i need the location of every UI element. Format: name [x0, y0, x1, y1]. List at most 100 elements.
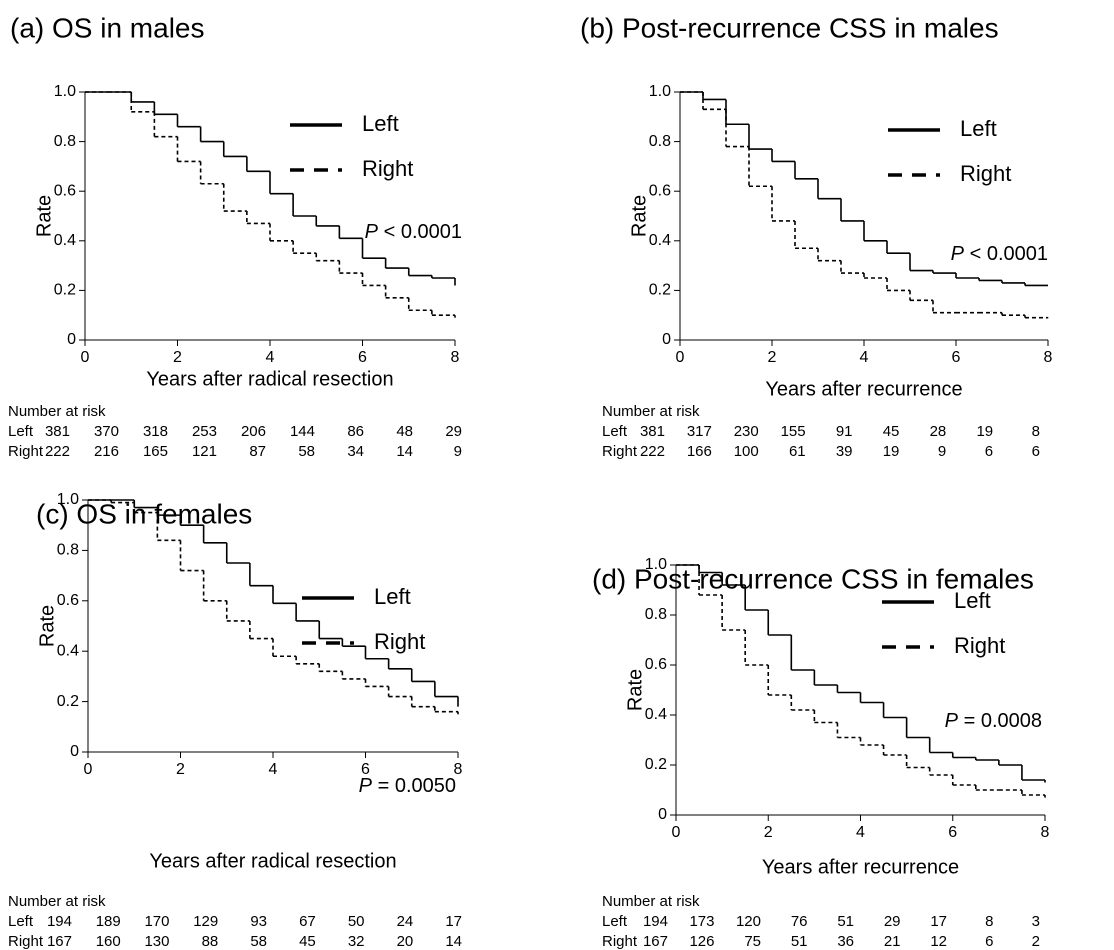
x-tick-label: 2 — [176, 761, 185, 778]
p-value: P = 0.0050 — [359, 775, 456, 797]
risk-row-label: Right — [602, 443, 638, 460]
risk-count: 318 — [143, 423, 168, 440]
y-tick-label: 1.0 — [649, 83, 671, 100]
x-tick-label: 0 — [81, 349, 90, 366]
legend-label: Right — [954, 633, 1005, 658]
risk-row-label: Right — [8, 933, 44, 950]
x-tick-label: 8 — [1044, 349, 1053, 366]
risk-count: 100 — [734, 443, 759, 460]
risk-count: 222 — [640, 443, 665, 460]
p-value: P < 0.0001 — [365, 221, 462, 243]
km-step-drop — [698, 565, 1046, 798]
p-label: P — [359, 775, 373, 797]
risk-count: 20 — [397, 933, 414, 950]
risk-count: 67 — [299, 913, 316, 930]
risk-count: 165 — [143, 443, 168, 460]
y-tick-label: 0 — [70, 743, 79, 760]
y-tick-label: 0.6 — [57, 592, 79, 609]
risk-count: 167 — [47, 933, 72, 950]
risk-count: 32 — [348, 933, 365, 950]
y-axis-label: Rate — [624, 669, 646, 711]
risk-title: Number at risk — [8, 403, 106, 420]
y-tick-label: 0.2 — [645, 756, 667, 773]
risk-count: 29 — [884, 913, 901, 930]
risk-count: 17 — [930, 913, 947, 930]
risk-count: 93 — [250, 913, 267, 930]
chart-title: (d) Post-recurrence CSS in females — [592, 563, 1034, 594]
y-tick-label: 0.6 — [645, 656, 667, 673]
p-text: = 0.0050 — [378, 775, 456, 797]
risk-row-label: Left — [602, 913, 628, 930]
km-step-drop — [702, 92, 1026, 318]
x-axis-label: Years after radical resection — [146, 368, 393, 390]
legend-label: Left — [362, 111, 399, 136]
risk-count: 381 — [45, 423, 70, 440]
risk-count: 173 — [689, 913, 714, 930]
risk-count: 317 — [687, 423, 712, 440]
x-tick-label: 4 — [856, 824, 865, 841]
risk-count: 194 — [47, 913, 72, 930]
y-axis-label: Rate — [36, 605, 58, 647]
x-tick-label: 8 — [1041, 824, 1050, 841]
y-tick-label: 0.8 — [645, 606, 667, 623]
risk-count: 28 — [930, 423, 947, 440]
x-axis-label: Years after radical resection — [149, 850, 396, 872]
p-text: < 0.0001 — [970, 243, 1048, 265]
y-tick-label: 0.6 — [54, 182, 76, 199]
y-tick-label: 0.4 — [645, 706, 667, 723]
risk-count: 51 — [791, 933, 808, 950]
risk-count: 130 — [144, 933, 169, 950]
legend-label: Left — [374, 584, 411, 609]
risk-count: 126 — [689, 933, 714, 950]
x-axis-label: Years after recurrence — [765, 378, 962, 400]
risk-count: 48 — [396, 423, 413, 440]
p-label: P — [365, 221, 379, 243]
chart-title: (c) OS in females — [36, 498, 252, 529]
x-tick-label: 6 — [358, 349, 367, 366]
x-tick-label: 4 — [266, 349, 275, 366]
risk-count: 12 — [930, 933, 947, 950]
x-tick-label: 6 — [948, 824, 957, 841]
risk-count: 50 — [348, 913, 365, 930]
risk-count: 21 — [884, 933, 901, 950]
km-step-drop — [130, 92, 456, 318]
y-tick-label: 1.0 — [645, 556, 667, 573]
risk-count: 14 — [396, 443, 413, 460]
risk-count: 155 — [781, 423, 806, 440]
x-tick-label: 8 — [451, 349, 460, 366]
legend-label: Left — [960, 116, 997, 141]
risk-count: 58 — [298, 443, 315, 460]
p-value: P < 0.0001 — [951, 243, 1048, 265]
y-tick-label: 0.8 — [649, 133, 671, 150]
x-axis-label: Years after recurrence — [762, 856, 959, 878]
risk-count: 2 — [1032, 933, 1040, 950]
y-tick-label: 0.4 — [54, 232, 76, 249]
risk-count: 6 — [985, 443, 993, 460]
risk-row-label: Left — [602, 423, 628, 440]
risk-count: 45 — [299, 933, 316, 950]
risk-count: 17 — [445, 913, 462, 930]
risk-count: 253 — [192, 423, 217, 440]
risk-count: 87 — [249, 443, 266, 460]
p-text: = 0.0008 — [964, 710, 1042, 732]
risk-count: 370 — [94, 423, 119, 440]
legend-label: Right — [374, 629, 425, 654]
risk-row-label: Left — [8, 913, 34, 930]
x-tick-label: 0 — [84, 761, 93, 778]
risk-row-label: Right — [602, 933, 638, 950]
x-tick-label: 4 — [860, 349, 869, 366]
risk-count: 216 — [94, 443, 119, 460]
km-step-drop — [130, 92, 456, 286]
risk-row-label: Left — [8, 423, 34, 440]
y-axis-label: Rate — [33, 195, 55, 237]
legend-label: Right — [960, 161, 1011, 186]
risk-count: 61 — [789, 443, 806, 460]
x-tick-label: 6 — [361, 761, 370, 778]
risk-count: 34 — [347, 443, 364, 460]
risk-count: 36 — [837, 933, 854, 950]
risk-count: 86 — [347, 423, 364, 440]
y-tick-label: 0.2 — [57, 693, 79, 710]
chart-title: (a) OS in males — [10, 12, 205, 43]
